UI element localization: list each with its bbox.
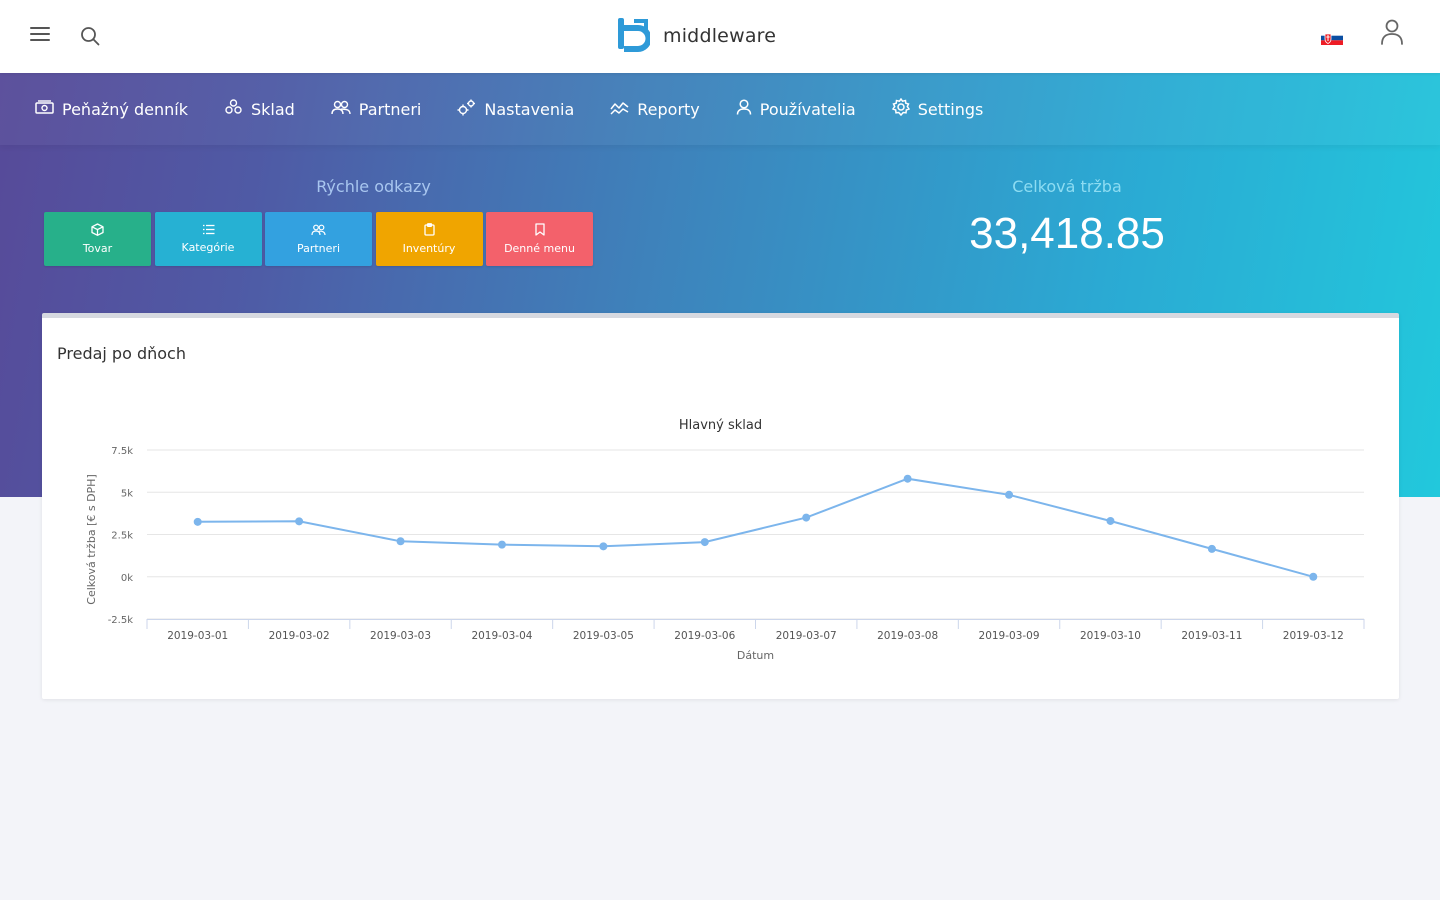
y-tick-label: 7.5k	[111, 446, 133, 457]
nav-item-partneri[interactable]: Partneri	[331, 99, 422, 119]
data-point	[193, 517, 202, 526]
search-icon[interactable]	[77, 23, 103, 49]
x-tick-label: 2019-03-10	[1080, 630, 1141, 642]
quick-link-inventury-button[interactable]: Inventúry	[375, 212, 483, 266]
nav-item-pouzivatelia[interactable]: Používatelia	[736, 99, 856, 119]
clipboard-icon	[423, 223, 435, 242]
brand-logo-icon	[616, 16, 652, 56]
x-tick-label: 2019-03-12	[1283, 630, 1344, 642]
data-point	[1106, 516, 1115, 525]
nav-item-sklad[interactable]: Sklad	[224, 99, 295, 119]
nav-item-label: Nastavenia	[484, 99, 575, 119]
brand-name: middleware	[663, 25, 777, 47]
total-revenue-title: Celková tržba	[1012, 177, 1122, 196]
nav-item-label: Partneri	[358, 99, 422, 119]
quick-link-label: Inventúry	[402, 242, 456, 255]
series-line	[197, 477, 1314, 578]
chart-title: Hlavný sklad	[679, 418, 762, 433]
sales-chart-card: Predaj po dňoch Hlavný sklad -2.5k 0k 2.5k 5…	[42, 313, 1399, 699]
nav-item-nastavenia[interactable]: Nastavenia	[457, 99, 574, 120]
nav-item-settings[interactable]: Settings	[891, 97, 984, 120]
x-tick-label: 2019-03-01	[167, 630, 228, 642]
quick-link-tovar-button[interactable]: Tovar	[44, 212, 151, 266]
quick-link-denne-menu-button[interactable]: Denné menu	[486, 212, 593, 266]
brand[interactable]: middleware	[616, 18, 776, 54]
x-tick-label: 2019-03-03	[370, 630, 431, 642]
nav-item-label: Settings	[917, 99, 984, 119]
slovakia-flag-icon[interactable]	[1321, 31, 1343, 45]
x-tick-label: 2019-03-11	[1181, 630, 1242, 642]
users-icon	[311, 224, 326, 242]
data-point	[396, 537, 405, 546]
quick-link-label: Denné menu	[504, 242, 575, 255]
quick-link-partneri-button[interactable]: Partneri	[265, 212, 372, 266]
nav-item-label: Sklad	[250, 99, 295, 119]
data-point	[802, 513, 811, 522]
cash-icon	[35, 99, 62, 119]
x-tick-label: 2019-03-02	[269, 630, 330, 642]
boxes-icon	[224, 99, 251, 119]
data-point	[903, 474, 912, 483]
total-revenue-value: 33,418.85	[969, 209, 1165, 258]
nav-item-reporty[interactable]: Reporty	[610, 100, 700, 119]
user-icon[interactable]	[1378, 18, 1406, 46]
top-header: middleware	[0, 0, 1440, 73]
nav-item-label: Peňažný denník	[62, 99, 188, 119]
main-nav: Peňažný denník Sklad Partneri Nastavenia…	[0, 73, 1440, 145]
data-point	[700, 538, 709, 547]
x-tick-label: 2019-03-04	[471, 630, 532, 642]
data-point	[497, 540, 506, 549]
users-icon	[331, 100, 359, 119]
data-point	[295, 517, 304, 526]
gears-icon	[457, 99, 484, 120]
nav-item-penazny-dennik[interactable]: Peňažný denník	[35, 100, 188, 119]
x-tick-label: 2019-03-06	[674, 630, 735, 642]
sales-line-chart: Hlavný sklad -2.5k 0k 2.5k 5k 7.5k 2019-03-01 2…	[85, 418, 1365, 662]
y-tick-label: 0k	[121, 573, 133, 584]
list-icon	[202, 224, 215, 241]
data-point	[1005, 490, 1014, 499]
y-tick-label: 5k	[121, 488, 133, 499]
quick-link-label: Kategórie	[181, 241, 235, 254]
x-tick-label: 2019-03-05	[573, 630, 634, 642]
nav-item-label: Používatelia	[759, 99, 856, 119]
data-point	[599, 542, 608, 551]
y-axis-title: Celková tržba [€ s DPH]	[85, 474, 98, 604]
y-tick-label: 2.5k	[111, 531, 133, 542]
bookmark-icon	[534, 223, 545, 242]
gear-icon	[891, 97, 918, 120]
hamburger-icon[interactable]	[26, 22, 54, 46]
quick-link-label: Tovar	[82, 242, 113, 255]
x-tick-label: 2019-03-07	[776, 630, 837, 642]
cube-icon	[91, 223, 104, 242]
data-point	[1309, 572, 1318, 581]
quick-link-kategorie-button[interactable]: Kategórie	[154, 212, 262, 266]
nav-item-label: Reporty	[637, 99, 700, 119]
quick-link-label: Partneri	[296, 241, 341, 255]
y-tick-label: -2.5k	[108, 615, 134, 626]
card-title: Predaj po dňoch	[57, 344, 186, 363]
data-point	[1207, 544, 1216, 553]
chart-icon	[610, 100, 637, 119]
quick-links-title: Rýchle odkazy	[316, 177, 431, 196]
x-tick-label: 2019-03-09	[979, 630, 1040, 642]
quick-links: Tovar Kategórie Partneri Inventúry Denné…	[44, 212, 597, 266]
user-icon	[736, 99, 760, 119]
x-axis-title: Dátum	[737, 649, 774, 662]
x-tick-label: 2019-03-08	[877, 630, 938, 642]
